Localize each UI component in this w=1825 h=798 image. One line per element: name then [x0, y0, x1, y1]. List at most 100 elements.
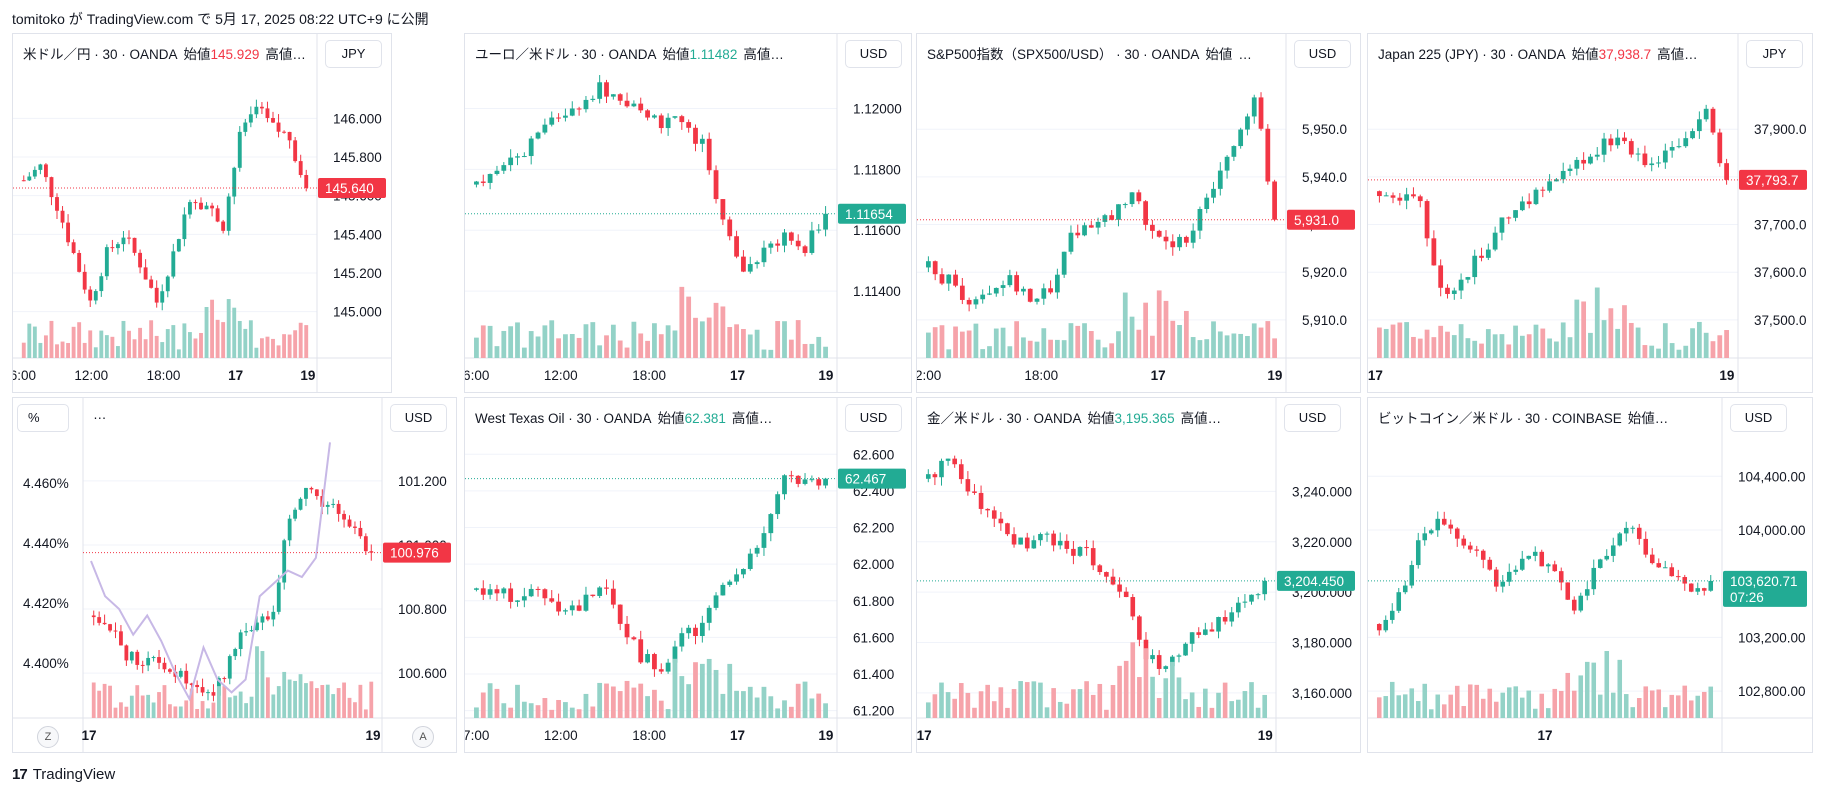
- chart-panel[interactable]: 62.600 62.400 62.200 62.000 61.800 61.600 61.4…: [464, 397, 912, 753]
- currency-selector[interactable]: USD: [1730, 404, 1787, 432]
- chart-title[interactable]: 米ドル／円 · 30 · OANDA 始値145.929 高値…: [23, 43, 306, 63]
- chart-panel[interactable]: 3,240.000 3,220.000 3,200.000 3,180.000 3,16…: [916, 397, 1361, 753]
- symbol-name[interactable]: Japan 225 (JPY) · 30 · OANDA: [1378, 47, 1566, 62]
- symbol-name[interactable]: ビットコイン／米ドル · 30 · COINBASE: [1378, 411, 1622, 426]
- volume-bar: [1448, 694, 1454, 718]
- candle-body: [761, 533, 767, 548]
- chart-panel[interactable]: 104,400.00 104,000.00 103,200.00 102,800.00…: [1367, 397, 1813, 753]
- footer-brand[interactable]: TradingView: [32, 766, 116, 783]
- volume-bar: [1558, 690, 1564, 718]
- symbol-name[interactable]: …: [93, 407, 107, 422]
- symbol-name[interactable]: ユーロ／米ドル · 30 · OANDA: [475, 47, 657, 62]
- volume-bar: [754, 697, 760, 718]
- chart-title[interactable]: ユーロ／米ドル · 30 · OANDA 始値1.11482 高値…: [475, 43, 784, 63]
- chart-title[interactable]: …: [93, 407, 107, 422]
- chart-panel[interactable]: 1.12000 1.11800 1.11600 1.11400 06:00 12:00 18…: [464, 33, 912, 393]
- chart-svg[interactable]: 101.200101.000100.800100.6004.460%4.440%…: [13, 398, 457, 753]
- chart-title[interactable]: S&P500指数（SPX500/USD） · 30 · OANDA 始値…: [927, 43, 1252, 63]
- chart-title[interactable]: 金／米ドル · 30 · OANDA 始値3,195.365 高値…: [927, 407, 1221, 427]
- volume-bar: [1594, 287, 1600, 358]
- currency-selector[interactable]: JPY: [1746, 40, 1803, 68]
- chart-panel[interactable]: 146.000145.800145.600145.400145.200145.0…: [12, 33, 392, 393]
- candle-body: [720, 584, 726, 596]
- candle-body: [1000, 285, 1006, 288]
- candle-body: [1417, 196, 1423, 202]
- currency-selector[interactable]: USD: [845, 40, 902, 68]
- volume-bar: [480, 692, 486, 718]
- currency-selector[interactable]: JPY: [325, 40, 382, 68]
- candle-body: [1097, 565, 1103, 573]
- price-tick-label: 145.800: [333, 150, 382, 165]
- volume-bar: [1376, 697, 1382, 718]
- volume-bar: [151, 702, 156, 718]
- candle-body: [1701, 588, 1707, 591]
- volume-bar: [1601, 320, 1607, 358]
- chart-panel[interactable]: 37,900.037,800.037,700.037,600.037,500.0…: [1367, 33, 1813, 393]
- auto-scale-button[interactable]: A: [412, 726, 434, 748]
- chart-svg[interactable]: 62.60062.40062.20062.00061.80061.60061.4…: [465, 398, 912, 753]
- candle-body: [823, 213, 828, 230]
- candle-body: [1649, 554, 1655, 564]
- symbol-name[interactable]: 米ドル／円 · 30 · OANDA: [23, 47, 178, 62]
- volume-bar: [1084, 681, 1089, 718]
- chart-svg[interactable]: 5,950.05,940.05,930.05,920.05,910.012:00…: [917, 34, 1361, 393]
- candle-body: [1601, 138, 1607, 155]
- currency-selector[interactable]: USD: [1284, 404, 1341, 432]
- candle-body: [556, 117, 561, 119]
- volume-bar: [569, 334, 575, 358]
- candle-body: [1242, 601, 1248, 603]
- price-tick-label: 103,200.00: [1738, 630, 1806, 645]
- chart-svg[interactable]: 3,240.0003,220.0003,200.0003,180.0003,16…: [917, 398, 1361, 753]
- time-tick-label: 19: [1719, 368, 1734, 383]
- chart-svg[interactable]: 104,400.00 104,000.00 103,200.00 102,800.00…: [1368, 398, 1813, 753]
- candle-body: [686, 627, 692, 634]
- candle-body: [1238, 129, 1244, 147]
- chart-title[interactable]: West Texas Oil · 30 · OANDA 始値62.381 高値…: [475, 407, 772, 427]
- chart-title[interactable]: Japan 225 (JPY) · 30 · OANDA 始値37,938.7 高値…: [1378, 43, 1698, 63]
- chart-svg[interactable]: 1.12000 1.11800 1.11600 1.11400 06:00 12:00 18…: [465, 34, 912, 393]
- volume-bar: [1150, 676, 1155, 718]
- symbol-name[interactable]: West Texas Oil · 30 · OANDA: [475, 411, 652, 426]
- currency-selector[interactable]: USD: [1294, 40, 1351, 68]
- time-tick-label: 17: [228, 368, 243, 383]
- volume-bar: [1623, 694, 1629, 718]
- volume-bar: [232, 307, 237, 358]
- volume-bar: [1431, 337, 1437, 358]
- volume-bar: [282, 334, 287, 358]
- volume-bar: [1710, 341, 1716, 358]
- volume-bar: [761, 686, 767, 718]
- chart-svg[interactable]: 146.000145.800145.600145.400145.200145.0…: [13, 34, 392, 393]
- volume-bar: [1071, 689, 1076, 718]
- chart-svg[interactable]: 37,900.037,800.037,700.037,600.037,500.0…: [1368, 34, 1813, 393]
- volume-bar: [720, 306, 726, 358]
- currency-selector[interactable]: USD: [390, 404, 447, 432]
- open-label: 始値…: [1627, 411, 1669, 426]
- chart-panel[interactable]: 101.200101.000100.800100.6004.460%4.440%…: [12, 397, 457, 753]
- candle-body: [1506, 217, 1512, 219]
- chart-title[interactable]: ビットコイン／米ドル · 30 · COINBASE 始値…: [1378, 407, 1668, 427]
- candle-body: [1095, 221, 1101, 228]
- candle-body: [631, 637, 637, 640]
- volume-bar: [1255, 707, 1261, 718]
- volume-bar: [1526, 334, 1532, 358]
- volume-bar: [1217, 331, 1223, 358]
- symbol-name[interactable]: 金／米ドル · 30 · OANDA: [927, 411, 1082, 426]
- volume-bar: [187, 332, 192, 358]
- chart-panel[interactable]: 5,950.05,940.05,930.05,920.05,910.012:00…: [916, 33, 1361, 393]
- volume-bar: [1461, 706, 1467, 718]
- currency-selector[interactable]: USD: [845, 404, 902, 432]
- candle-body: [809, 230, 815, 253]
- volume-bar: [658, 334, 664, 358]
- last-price-label: 103,620.71: [1730, 574, 1798, 589]
- symbol-name[interactable]: S&P500指数（SPX500/USD） · 30 · OANDA: [927, 47, 1200, 62]
- volume-bar: [1493, 701, 1499, 718]
- zoom-button[interactable]: Z: [37, 726, 59, 748]
- candle-body: [1061, 251, 1067, 275]
- tradingview-logo-icon[interactable]: 17: [12, 766, 28, 783]
- candle-body: [1204, 197, 1210, 210]
- volume-bar: [265, 336, 270, 358]
- volume-bar: [528, 703, 534, 718]
- volume-bar: [932, 327, 938, 358]
- volume-bar: [747, 686, 753, 718]
- percent-scale-selector[interactable]: %: [17, 404, 69, 432]
